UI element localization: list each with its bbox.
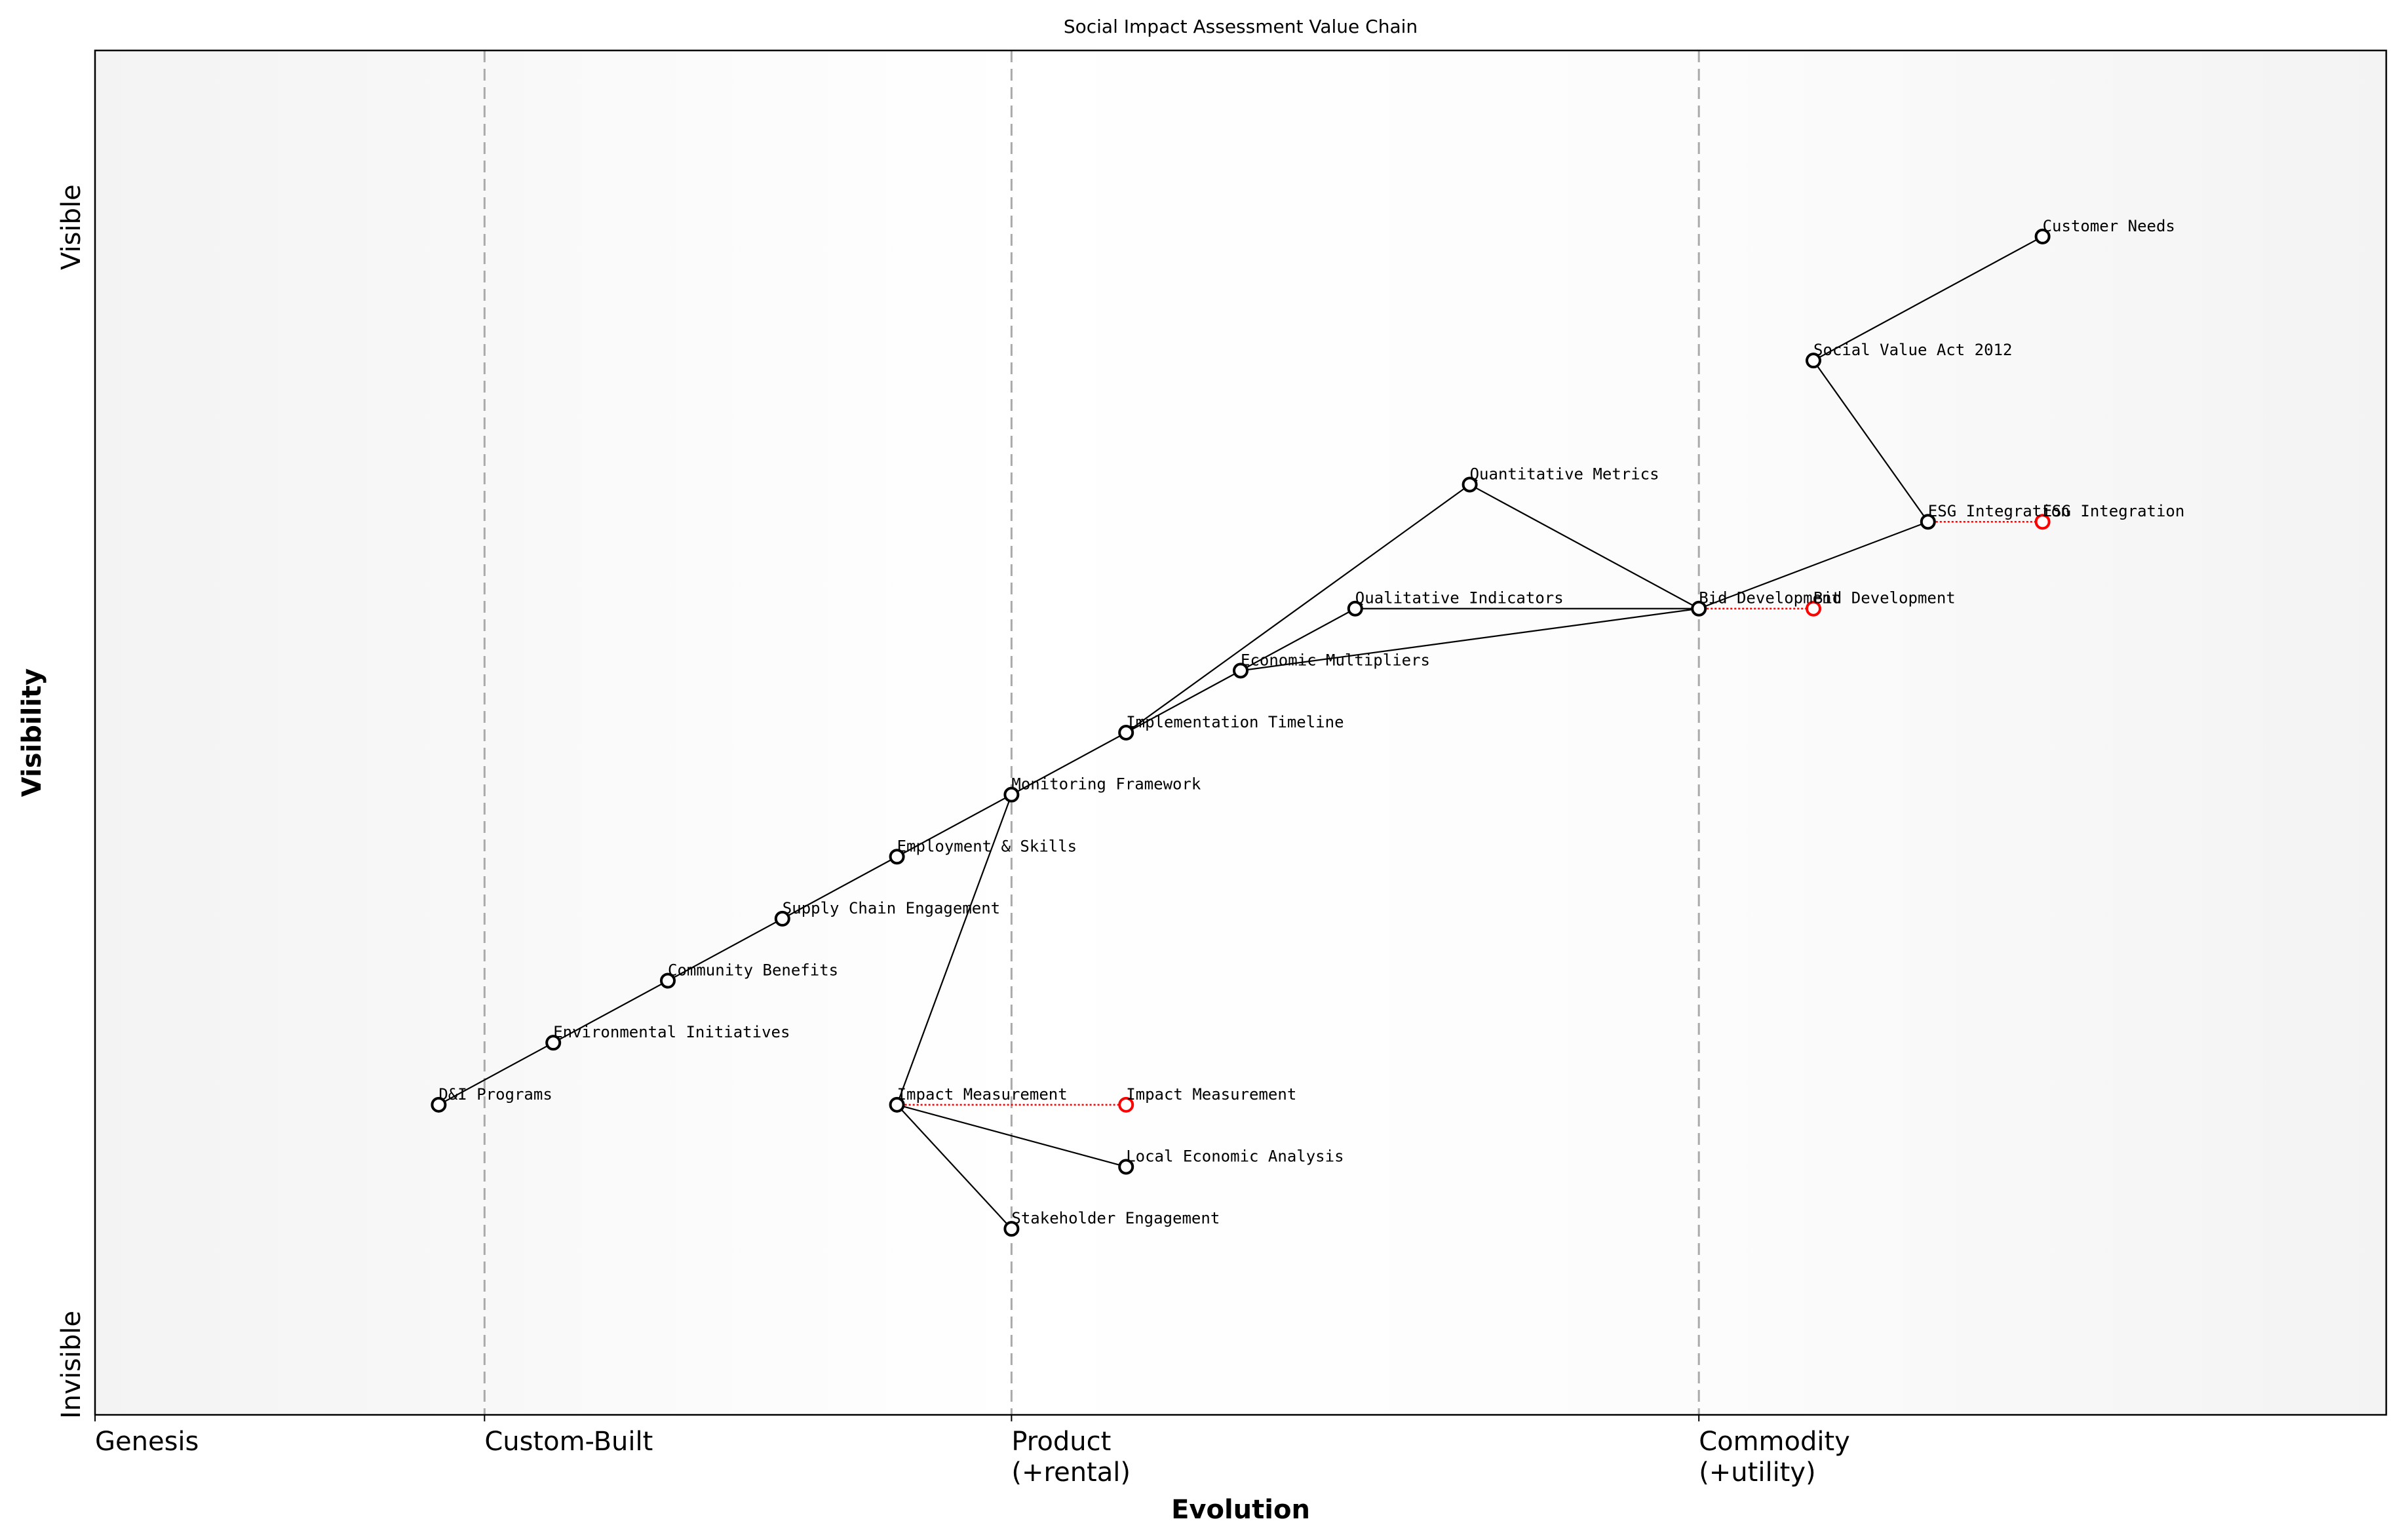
node-local-economic-analysis <box>1118 1159 1134 1175</box>
node-label-local-economic-analysis: Local Economic Analysis <box>1126 1147 1344 1165</box>
node-qualitative-indicators <box>1347 600 1363 617</box>
node-quantitative-metrics <box>1461 476 1478 493</box>
node-label-community-benefits: Community Benefits <box>668 961 838 980</box>
node-impact-measurement <box>889 1096 905 1113</box>
node-supply-chain-engagement <box>774 910 790 927</box>
link-bid-development-to-economic-multipliers <box>1240 607 1699 672</box>
link-monitoring-framework-to-impact-measurement <box>896 794 1013 1106</box>
link-environmental-initiatives-to-d-i-programs <box>438 1042 554 1106</box>
evolved-label-impact-measurement: Impact Measurement <box>1126 1085 1296 1104</box>
node-implementation-timeline <box>1118 725 1134 741</box>
node-bid-development <box>1691 600 1707 617</box>
evolved-node-impact-measurement <box>1118 1096 1134 1113</box>
node-label-customer-needs: Customer Needs <box>2043 217 2175 235</box>
link-impact-measurement-to-local-economic-analysis <box>897 1104 1127 1168</box>
chart-title: Social Impact Assessment Value Chain <box>1064 16 1418 37</box>
link-bid-development-to-quantitative-metrics <box>1469 484 1699 609</box>
node-employment-skills <box>889 849 905 865</box>
link-qualitative-indicators-to-economic-multipliers <box>1240 607 1356 672</box>
node-label-quantitative-metrics: Quantitative Metrics <box>1470 465 1659 483</box>
x-tick-sublabel-commodity: (+utility) <box>1699 1457 1815 1488</box>
x-tick-label-commodity: Commodity <box>1699 1427 1850 1457</box>
link-supply-chain-engagement-to-community-benefits <box>667 917 783 982</box>
evolved-label-esg-integration: ESG Integration <box>2043 502 2185 520</box>
node-label-impact-measurement: Impact Measurement <box>897 1085 1068 1104</box>
y-axis-title: Visibility <box>17 668 47 797</box>
evolved-node-bid-development <box>1806 600 1821 617</box>
node-customer-needs <box>2034 228 2051 244</box>
node-label-monitoring-framework: Monitoring Framework <box>1011 775 1201 794</box>
node-stakeholder-engagement <box>1003 1221 1020 1237</box>
x-tick-sublabel-product: (+rental) <box>1011 1457 1131 1488</box>
node-label-esg-integration: ESG Integration <box>1928 502 2070 520</box>
node-label-implementation-timeline: Implementation Timeline <box>1126 713 1344 731</box>
node-label-economic-multipliers: Economic Multipliers <box>1241 651 1430 669</box>
y-top-label: Visible <box>56 184 87 270</box>
evolved-node-esg-integration <box>2034 514 2051 530</box>
x-tick-label-product: Product <box>1011 1427 1111 1457</box>
evolved-label-bid-development: Bid Development <box>1813 589 1956 607</box>
link-implementation-timeline-to-monitoring-framework <box>1011 732 1127 796</box>
x-tick-label-genesis: Genesis <box>95 1427 199 1457</box>
link-economic-multipliers-to-implementation-timeline <box>1125 670 1241 733</box>
node-label-d-i-programs: D&I Programs <box>438 1085 552 1104</box>
x-axis-title: Evolution <box>1171 1495 1310 1525</box>
node-label-social-value-act-2012: Social Value Act 2012 <box>1813 341 2012 359</box>
y-bottom-label: Invisible <box>56 1311 87 1419</box>
node-label-bid-development: Bid Development <box>1699 589 1841 607</box>
node-label-qualitative-indicators: Qualitative Indicators <box>1355 589 1564 607</box>
link-customer-needs-to-social-value-act-2012 <box>1813 235 2043 362</box>
x-tick-label-custom-built: Custom-Built <box>484 1427 653 1457</box>
link-community-benefits-to-environmental-initiatives <box>552 980 668 1044</box>
node-social-value-act-2012 <box>1806 353 1821 369</box>
node-label-stakeholder-engagement: Stakeholder Engagement <box>1011 1209 1220 1227</box>
node-community-benefits <box>660 972 676 989</box>
node-economic-multipliers <box>1233 663 1248 679</box>
link-quantitative-metrics-to-implementation-timeline <box>1125 484 1471 733</box>
link-employment-skills-to-supply-chain-engagement <box>782 856 898 919</box>
node-label-environmental-initiatives: Environmental Initiatives <box>553 1023 790 1041</box>
node-d-i-programs <box>431 1096 447 1113</box>
plot-frame <box>94 49 2388 1416</box>
link-monitoring-framework-to-employment-skills <box>897 794 1012 858</box>
node-label-supply-chain-engagement: Supply Chain Engagement <box>783 899 1000 917</box>
node-esg-integration <box>1920 514 1936 530</box>
link-esg-integration-to-bid-development <box>1698 521 1929 609</box>
link-impact-measurement-to-stakeholder-engagement <box>896 1104 1013 1229</box>
node-environmental-initiatives <box>545 1035 562 1051</box>
node-monitoring-framework <box>1003 786 1020 803</box>
link-social-value-act-2012-to-esg-integration <box>1813 360 1929 522</box>
node-label-employment-skills: Employment & Skills <box>897 837 1077 855</box>
plot-background <box>95 50 2386 1415</box>
